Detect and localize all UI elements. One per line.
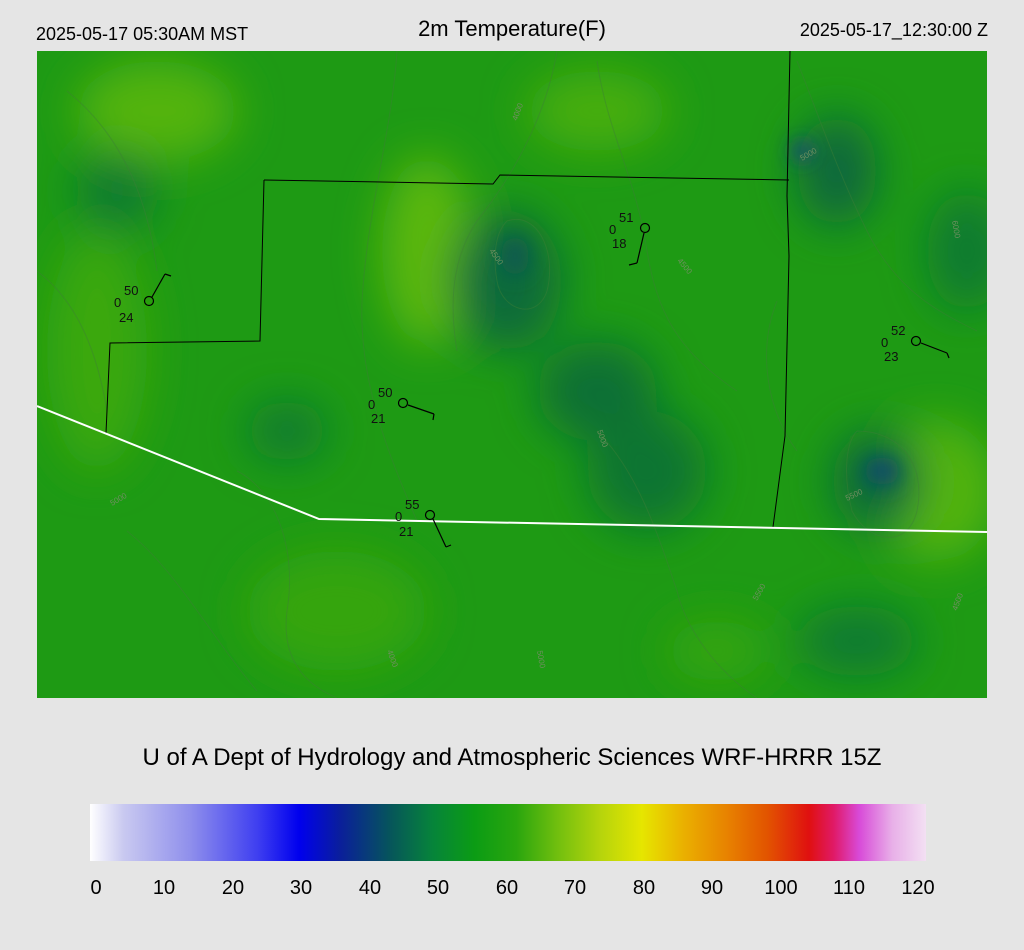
valid-time-utc: 2025-05-17_12:30:00 Z	[799, 20, 988, 40]
station-5	[424, 509, 452, 548]
station-dewpoint: 21	[399, 524, 413, 539]
station-temp: 51	[619, 210, 633, 225]
county-boundaries	[105, 51, 791, 528]
station-sky: 0	[881, 335, 888, 350]
station-temp: 50	[378, 385, 392, 400]
temperature-map: 4000 4500 5000 5500 6000 5000 4500 5000 …	[37, 51, 987, 698]
station-sky: 0	[395, 509, 402, 524]
colorbar-tick: 70	[563, 877, 587, 899]
colorbar-tick: 40	[358, 877, 382, 899]
colorbar-tick: 30	[289, 877, 313, 899]
station-temp: 55	[405, 497, 419, 512]
station-dewpoint: 18	[612, 236, 626, 251]
station-4	[397, 397, 435, 421]
contour-label: 5000	[535, 650, 547, 670]
colorbar-tick: 110	[833, 877, 865, 899]
colorbar-tick: 60	[495, 877, 519, 899]
colorbar-tick: 120	[901, 877, 935, 899]
map-canvas: 4000 4500 5000 5500 6000 5000 4500 5000 …	[37, 51, 987, 698]
station-2	[628, 222, 651, 266]
station-temp: 52	[891, 323, 905, 338]
model-credit: U of A Dept of Hydrology and Atmospheric…	[142, 744, 882, 771]
station-temp: 50	[124, 283, 138, 298]
colorbar-tick: 20	[221, 877, 245, 899]
temperature-colorbar	[90, 804, 926, 861]
station-sky: 0	[114, 295, 121, 310]
station-dewpoint: 24	[119, 310, 133, 325]
station-3	[910, 335, 950, 359]
colorbar-tick: 50	[426, 877, 450, 899]
station-dewpoint: 21	[371, 411, 385, 426]
contour-label: 6000	[950, 220, 962, 240]
colorbar-tick: 90	[700, 877, 724, 899]
colorbar-tick: 0	[90, 877, 102, 899]
terrain-contours	[37, 51, 978, 698]
station-labels: 50 0 24 51 0 18 52 0 23 50 0 21 55 0 21	[114, 210, 905, 539]
valid-time-local: 2025-05-17 05:30AM MST	[36, 24, 249, 44]
colorbar-tick: 100	[764, 877, 798, 899]
map-title: 2m Temperature(F)	[418, 16, 606, 41]
state-boundary	[37, 405, 987, 533]
station-sky: 0	[609, 222, 616, 237]
station-1	[143, 273, 172, 307]
station-dewpoint: 23	[884, 349, 898, 364]
colorbar-tick: 10	[152, 877, 176, 899]
station-plots	[143, 222, 950, 548]
colorbar-tick: 80	[632, 877, 656, 899]
cold-pockets	[501, 141, 900, 485]
station-sky: 0	[368, 397, 375, 412]
